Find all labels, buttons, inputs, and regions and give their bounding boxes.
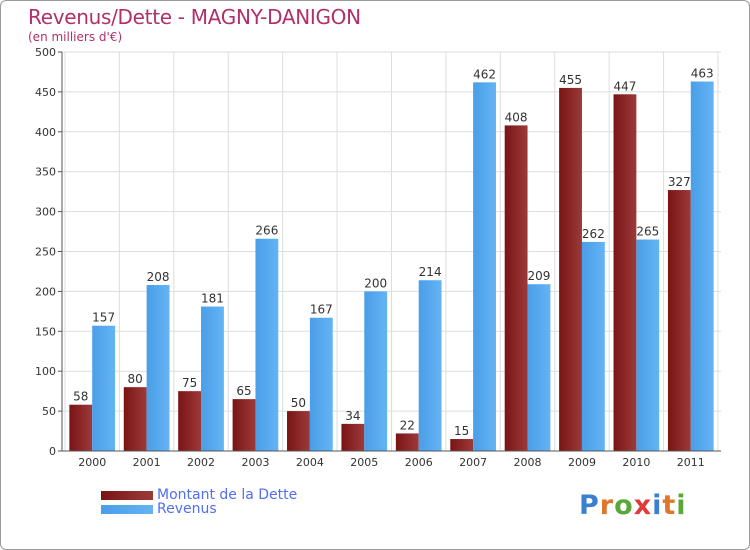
chart-subtitle: (en milliers d'€): [28, 30, 123, 44]
data-label-revenus: 462: [473, 67, 496, 81]
data-label-revenus: 214: [419, 265, 442, 279]
y-tick-label: 500: [35, 46, 56, 59]
x-tick-label: 2000: [78, 456, 106, 469]
bar-dette: [232, 399, 256, 451]
bar-revenus: [309, 317, 333, 451]
data-label-dette: 65: [236, 384, 251, 398]
data-label-dette: 34: [345, 409, 360, 423]
data-label-dette: 447: [613, 79, 636, 93]
y-tick-label: 250: [35, 246, 56, 259]
legend-label-revenus: Revenus: [157, 501, 217, 517]
x-tick-label: 2006: [405, 456, 433, 469]
bar-dette: [504, 125, 528, 451]
y-tick-label: 0: [49, 445, 56, 458]
data-label-revenus: 208: [147, 270, 170, 284]
bar-dette: [341, 423, 365, 451]
data-label-dette: 22: [400, 418, 415, 432]
x-tick-label: 2004: [296, 456, 324, 469]
data-label-revenus: 181: [201, 292, 224, 306]
bar-revenus: [527, 284, 551, 451]
legend-swatch-dette: [101, 490, 153, 500]
data-label-dette: 75: [182, 376, 197, 390]
data-label-revenus: 157: [92, 311, 115, 325]
logo-letter: i: [652, 490, 663, 521]
data-label-revenus: 266: [255, 224, 278, 238]
bar-revenus: [473, 82, 496, 451]
logo-letter: P: [579, 490, 600, 521]
logo-letter: t: [662, 490, 677, 521]
bar-dette: [178, 391, 202, 451]
data-label-dette: 15: [454, 424, 469, 438]
bar-dette: [667, 190, 691, 451]
data-label-dette: 408: [505, 110, 528, 124]
x-tick-label: 2003: [241, 456, 269, 469]
y-tick-label: 200: [35, 285, 56, 298]
y-tick-label: 300: [35, 206, 56, 219]
x-tick-label: 2001: [133, 456, 161, 469]
y-tick-label: 50: [42, 405, 56, 418]
bar-dette: [395, 433, 419, 451]
data-label-revenus: 209: [528, 269, 551, 283]
bar-revenus: [364, 291, 388, 451]
legend-item-revenus: Revenus: [101, 501, 217, 517]
data-label-revenus: 463: [691, 67, 714, 81]
legend-label-dette: Montant de la Dette: [157, 487, 298, 503]
bar-dette: [559, 87, 582, 451]
legend-swatch-revenus: [101, 504, 153, 514]
legend-item-dette: Montant de la Dette: [101, 487, 297, 503]
bar-revenus: [201, 306, 224, 451]
bar-dette: [123, 387, 147, 451]
x-tick-label: 2011: [677, 456, 705, 469]
data-label-revenus: 167: [310, 303, 333, 317]
bar-dette: [613, 94, 637, 451]
bar-dette: [287, 411, 310, 451]
x-tick-label: 2008: [514, 456, 542, 469]
y-tick-label: 400: [35, 126, 56, 139]
proxiti-logo: Proxiti: [579, 490, 687, 521]
data-label-revenus: 262: [582, 227, 605, 241]
x-tick-label: 2009: [568, 456, 596, 469]
x-tick-label: 2007: [459, 456, 487, 469]
data-label-dette: 58: [73, 390, 88, 404]
y-tick-label: 150: [35, 325, 56, 338]
bar-revenus: [255, 238, 279, 451]
bar-revenus: [636, 239, 660, 451]
x-tick-label: 2005: [350, 456, 378, 469]
logo-letter: i: [676, 490, 687, 521]
y-tick-label: 100: [35, 365, 56, 378]
data-label-dette: 327: [668, 175, 691, 189]
logo-letter: o: [614, 490, 634, 521]
bar-chart: 0501001502002503003504004505005815720008…: [35, 46, 721, 469]
bar-dette: [450, 439, 474, 451]
data-label-dette: 80: [128, 372, 143, 386]
y-tick-label: 450: [35, 86, 56, 99]
logo-letter: x: [633, 490, 653, 521]
bar-revenus: [690, 81, 714, 451]
data-label-revenus: 265: [636, 225, 659, 239]
data-label-dette: 455: [559, 73, 582, 87]
y-tick-label: 350: [35, 166, 56, 179]
chart-title: Revenus/Dette - MAGNY-DANIGON: [28, 5, 361, 29]
data-label-dette: 50: [291, 396, 306, 410]
x-tick-label: 2002: [187, 456, 215, 469]
bar-revenus: [146, 285, 170, 451]
bar-revenus: [92, 325, 116, 451]
bar-revenus: [418, 280, 442, 451]
bar-revenus: [581, 241, 605, 451]
x-tick-label: 2010: [622, 456, 650, 469]
data-label-revenus: 200: [364, 276, 387, 290]
bar-dette: [69, 404, 93, 451]
logo-letter: r: [599, 490, 615, 521]
